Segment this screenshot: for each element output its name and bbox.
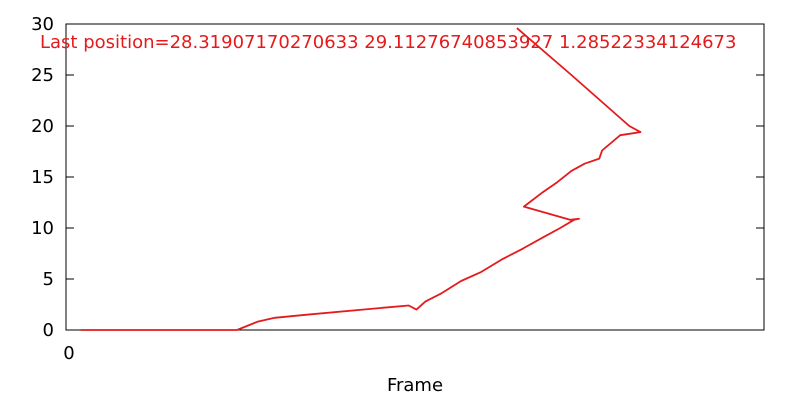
x-axis-title: Frame xyxy=(387,375,443,396)
y-tick-label: 30 xyxy=(31,14,54,35)
y-tick-label: 20 xyxy=(31,116,54,137)
series-line xyxy=(80,27,642,331)
y-tick-label: 10 xyxy=(31,218,54,239)
y-tick-label: 15 xyxy=(31,167,54,188)
y-tick-label: 0 xyxy=(43,320,54,341)
last-position-annotation: Last position=28.31907170270633 29.11276… xyxy=(40,32,736,53)
x-tick-label: 0 xyxy=(63,343,74,364)
plot-frame xyxy=(65,23,765,331)
y-tick-label: 25 xyxy=(31,65,54,86)
y-tick-label: 5 xyxy=(43,269,54,290)
y-axis: 0 5 10 15 20 25 30 xyxy=(31,14,764,341)
x-axis: 0 xyxy=(63,343,74,364)
